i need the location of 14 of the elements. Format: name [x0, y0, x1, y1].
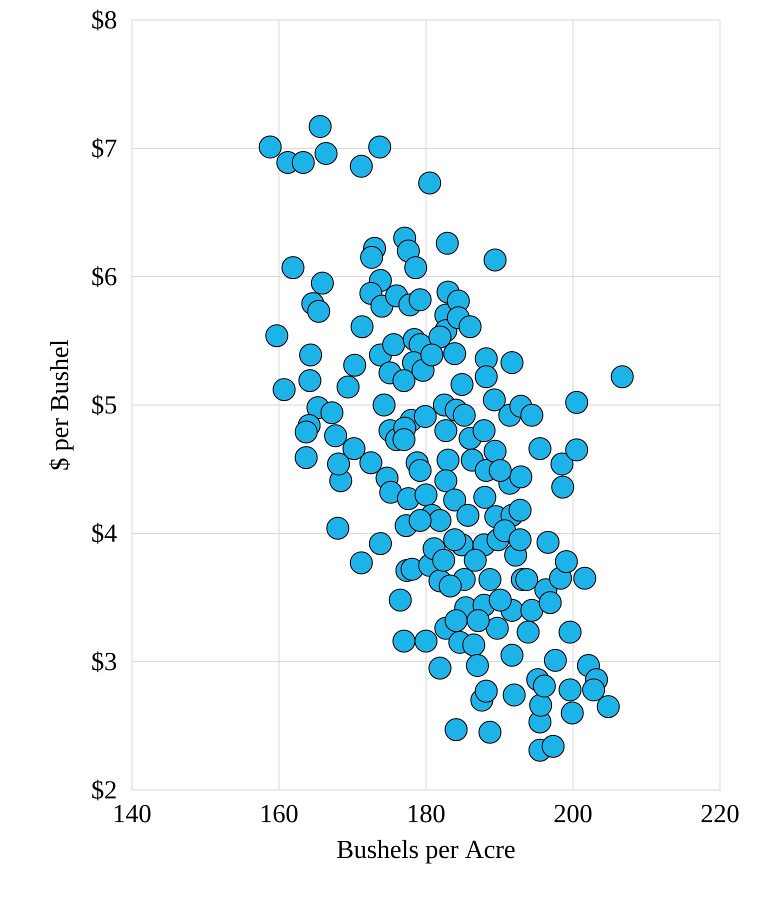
x-axis-title: Bushels per Acre: [337, 840, 515, 864]
x-tick-label: 220: [702, 804, 739, 822]
y-tick-label: $4: [92, 522, 117, 544]
y-tick-label: $2: [92, 780, 116, 800]
x-tick-label: 200: [554, 804, 592, 822]
y-tick-label: $5: [92, 394, 116, 416]
y-tick-label: $6: [92, 266, 116, 288]
x-tick-label: 160: [262, 804, 298, 822]
y-tick-label: $7: [92, 138, 116, 159]
x-tick-label: 180: [408, 804, 445, 822]
x-tick-label: 140: [114, 804, 151, 822]
y-tick-label: $8: [92, 10, 116, 30]
y-tick-label: $3: [92, 651, 116, 672]
y-axis-title: $ per Bushel: [49, 340, 74, 470]
